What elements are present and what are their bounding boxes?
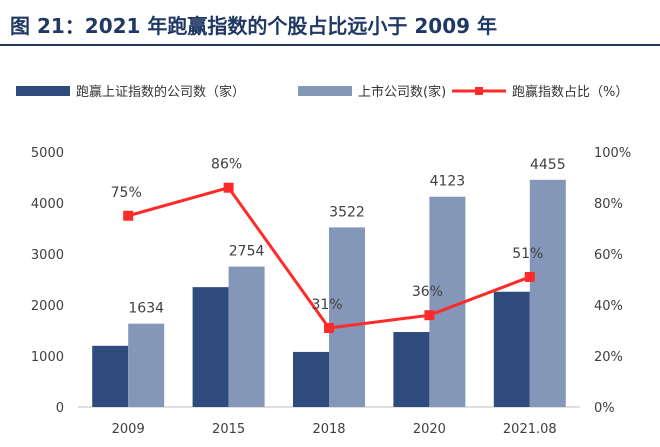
x-tick-2018: 2018 — [312, 422, 345, 437]
right-tick-40%: 40% — [594, 299, 623, 314]
bar-bar-1-2021.08 — [529, 179, 566, 407]
legend-swatch-1 — [298, 86, 352, 96]
bar-bar-0-2018 — [293, 351, 329, 407]
right-tick-80%: 80% — [594, 197, 623, 212]
bar-bar-0-2021.08 — [493, 291, 530, 407]
legend-label-1: 上市公司数(家) — [358, 84, 446, 100]
ratio-marker-2009 — [123, 210, 134, 221]
x-tick-2015: 2015 — [212, 422, 245, 437]
bar-bar-1-2009 — [128, 323, 165, 407]
ratio-label-2015: 86% — [211, 157, 242, 173]
ratio-label-2009: 75% — [111, 185, 142, 201]
legend-label-2: 跑赢指数占比（%） — [512, 84, 628, 100]
x-tick-2020: 2020 — [413, 422, 446, 437]
right-tick-20%: 20% — [594, 350, 623, 365]
ratio-label-2021.08: 51% — [512, 246, 543, 262]
ratio-marker-2018 — [324, 322, 334, 333]
ratio-label-2020: 36% — [412, 284, 443, 300]
bar-bar-0-2009 — [92, 345, 129, 407]
x-tick-2021.08: 2021.08 — [503, 422, 557, 437]
legend-marker-2 — [475, 87, 483, 95]
left-tick-1000: 1000 — [31, 350, 64, 365]
ratio-marker-2020 — [424, 310, 435, 321]
bar-bar-1-2018 — [329, 227, 365, 407]
bar-value-label-2021.08: 4455 — [530, 157, 566, 173]
left-tick-2000: 2000 — [31, 299, 64, 314]
bar-bar-0-2015 — [192, 287, 229, 407]
bar-bar-1-2015 — [228, 266, 265, 407]
legend-label-0: 跑赢上证指数的公司数（家） — [76, 84, 245, 100]
right-tick-100%: 100% — [594, 146, 631, 161]
left-tick-4000: 4000 — [31, 197, 64, 212]
left-tick-5000: 5000 — [31, 146, 64, 161]
ratio-label-2018: 31% — [311, 297, 342, 313]
x-tick-2009: 2009 — [112, 422, 145, 437]
bar-value-label-2015: 2754 — [229, 244, 265, 260]
ratio-marker-2015 — [223, 182, 234, 193]
bar-bar-1-2020 — [429, 196, 466, 407]
bar-value-label-2020: 4123 — [430, 174, 466, 190]
left-tick-3000: 3000 — [31, 248, 64, 263]
chart-title: 图 21：2021 年跑赢指数的个股占比远小于 2009 年 — [10, 14, 498, 38]
right-tick-0%: 0% — [594, 401, 615, 416]
left-tick-0: 0 — [56, 401, 64, 416]
legend-swatch-0 — [16, 86, 70, 96]
bar-bar-0-2020 — [393, 332, 430, 407]
right-tick-60%: 60% — [594, 248, 623, 263]
bar-value-label-2018: 3522 — [329, 204, 365, 220]
ratio-marker-2021.08 — [524, 271, 535, 282]
bar-value-label-2009: 1634 — [128, 301, 164, 317]
title-divider — [0, 44, 660, 46]
